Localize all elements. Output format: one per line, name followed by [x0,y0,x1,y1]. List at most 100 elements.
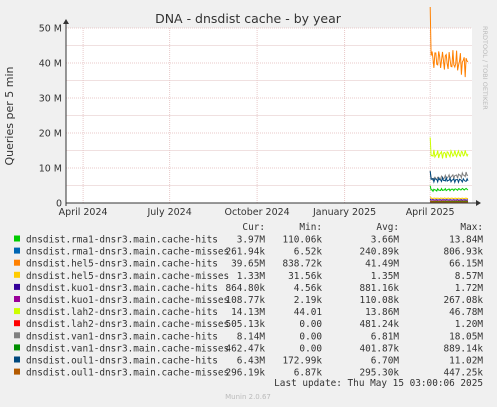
legend-value: 39.65M [231,259,265,270]
legend-value: 296.19k [225,368,265,379]
x-axis-arrow [476,200,481,206]
legend-value: 1.33M [237,271,266,282]
x-tick-labels: April 2024 July 2024 October 2024 January 2… [59,207,455,218]
legend-value: 31.56k [288,271,322,282]
legend-swatch [14,308,20,315]
legend-value: 505.13k [225,319,265,330]
legend-value: 6.52k [294,247,323,258]
legend-value: 2.19k [294,295,323,306]
legend-series-name: dnsdist.oul1-dnsr3.main.cache-hits [26,356,218,367]
x-tick-label: April 2025 [406,207,455,218]
legend-value: 261.94k [225,247,265,258]
legend-series-name: dnsdist.van1-dnsr3.main.cache-misses [26,343,229,354]
legend-swatch [14,235,20,242]
legend-header: Avg: [376,222,399,233]
legend-series-name: dnsdist.oul1-dnsr3.main.cache-misses [26,368,229,379]
legend-series-name: dnsdist.lah2-dnsr3.main.cache-hits [26,307,218,318]
chart-title: DNA - dnsdist cache - by year [155,11,342,26]
y-axis-label: Queries per 5 min [3,66,16,165]
legend-header: Min: [299,222,322,233]
legend-value: 14.13M [231,307,265,318]
y-tick-label: 40 M [39,59,62,70]
legend-value: 108.77k [225,295,265,306]
munin-version: Munin 2.0.67 [225,393,271,401]
legend-value: 44.01 [294,307,323,318]
legend-swatch [14,344,20,351]
legend-value: 6.81M [371,331,400,342]
legend-value: 6.87k [294,368,323,379]
series-line [429,198,468,201]
series-line [429,6,469,78]
legend-value: 8.14M [237,331,266,342]
legend-value: 0.00 [299,343,322,354]
legend-value: 0.00 [299,331,322,342]
series-line [429,171,469,184]
legend-value: 1.72M [455,283,484,294]
series-line [429,185,469,193]
legend-value: 8.57M [455,271,484,282]
legend-value: 889.14k [443,343,483,354]
y-tick-labels: 0 10 M 20 M 30 M 40 M 50 M [39,24,62,210]
rrdtool-credit: RRDTOOL / TOBI OETIKER [481,26,489,110]
legend-value: 1.20M [455,319,484,330]
legend-value: 0.00 [299,319,322,330]
legend-value: 110.06k [282,235,322,246]
legend-value: 240.89k [359,247,399,258]
legend-value: 41.49M [365,259,399,270]
legend-value: 1.35M [371,271,400,282]
y-tick-label: 30 M [39,94,62,105]
legend-value: 66.15M [449,259,483,270]
series-line [429,196,469,200]
x-tick-label: April 2024 [59,207,108,218]
legend-swatch [14,356,20,363]
legend-swatch [14,320,20,327]
legend-series-name: dnsdist.rma1-dnsr3.main.cache-misses [26,247,229,258]
legend-series-name: dnsdist.kuo1-dnsr3.main.cache-misses [26,295,229,306]
legend-value: 267.08k [443,295,483,306]
legend-header: Cur: [242,222,265,233]
x-tick-label: October 2024 [225,207,290,218]
legend-value: 172.99k [282,356,322,367]
series-line [430,201,469,203]
x-tick-label: July 2024 [146,207,191,218]
grid [66,27,472,203]
legend-value: 462.47k [225,343,265,354]
y-tick-label: 10 M [39,164,62,175]
legend-swatch [14,368,20,375]
legend-swatch [14,283,20,290]
legend-value: 864.80k [225,283,265,294]
legend: Cur: Min: Avg: Max: dnsdist.rma1-dnsr3.main.… [14,222,483,379]
legend-series-name: dnsdist.hel5-dnsr3.main.cache-misses [26,271,229,282]
legend-value: 481.24k [359,319,399,330]
legend-header: Max: [460,222,483,233]
legend-value: 13.84M [449,235,483,246]
legend-value: 6.43M [237,356,266,367]
legend-swatch [14,271,20,278]
legend-value: 18.05M [449,331,483,342]
y-tick-label: 20 M [39,129,62,140]
legend-value: 881.16k [359,283,399,294]
legend-value: 3.97M [237,235,266,246]
y-tick-label: 0 [56,199,62,210]
series-line [429,137,469,159]
legend-value: 3.66M [371,235,400,246]
legend-value: 11.02M [449,356,483,367]
legend-value: 110.08k [359,295,399,306]
legend-value: 806.93k [443,247,483,258]
legend-value: 295.30k [359,368,399,379]
axes [63,19,481,206]
legend-swatch [14,332,20,339]
legend-value: 46.78M [449,307,483,318]
legend-series-name: dnsdist.rma1-dnsr3.main.cache-hits [26,235,218,246]
legend-value: 401.87k [359,343,399,354]
legend-swatch [14,296,20,302]
legend-swatch [14,247,20,254]
y-axis-arrow [63,19,69,24]
legend-series-name: dnsdist.van1-dnsr3.main.cache-hits [26,331,218,342]
legend-value: 4.56k [294,283,323,294]
last-update: Last update: Thu May 15 03:00:06 2025 [274,378,483,389]
legend-value: 13.86M [365,307,399,318]
legend-value: 447.25k [443,368,483,379]
legend-swatch [14,259,20,266]
